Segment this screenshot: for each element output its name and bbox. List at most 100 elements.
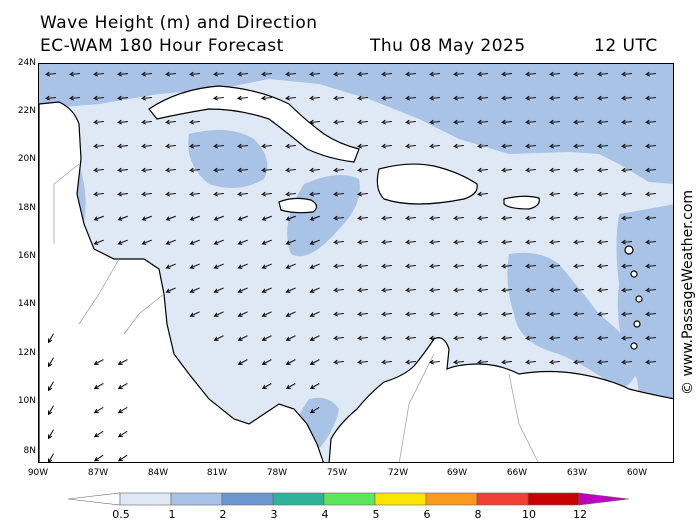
wave-direction-arrow [572,359,585,365]
wave-direction-arrow [644,119,657,125]
wave-direction-arrow [380,71,393,77]
wave-direction-arrow [572,215,585,221]
wave-direction-arrow [92,95,105,101]
wave-direction-arrow [309,263,320,269]
legend-swatch [272,492,325,506]
wave-direction-arrow [237,287,248,293]
wave-direction-arrow [189,311,200,317]
wave-direction-arrow [117,359,128,365]
wave-direction-arrow [428,215,441,221]
wave-direction-arrow [476,143,489,149]
wave-direction-arrow [285,239,296,245]
wave-direction-arrow [596,215,609,221]
wave-direction-arrow [47,381,54,392]
wave-direction-arrow [596,287,609,293]
wave-direction-arrow [332,335,345,341]
wave-direction-arrow [93,430,104,438]
wave-direction-arrow [620,359,633,365]
forecast-date: Thu 08 May 2025 [370,36,526,56]
wave-direction-arrow [236,191,249,197]
wave-direction-arrow [644,335,657,341]
wave-direction-arrow [452,239,465,245]
wave-direction-arrow [572,263,585,269]
wave-direction-arrow [524,359,537,365]
wave-direction-arrow [332,287,345,293]
wave-direction-arrow [284,95,297,101]
wave-direction-arrow [620,95,633,101]
wave-direction-arrow [44,95,57,101]
wave-direction-arrow [308,71,321,77]
wave-direction-arrow [236,71,249,77]
wave-direction-arrow [213,311,224,317]
lat-label: 10N [17,396,36,406]
legend-swatch [425,492,478,506]
wave-direction-arrow [404,287,417,293]
wave-direction-arrow [428,359,441,365]
wave-direction-arrow [309,311,320,317]
wave-direction-arrow [428,119,441,125]
wave-direction-arrow [380,287,393,293]
wave-direction-arrow [47,405,54,416]
wave-direction-arrow [404,335,417,341]
wave-direction-arrow [356,167,369,173]
wave-direction-arrow [476,311,489,317]
wave-direction-arrow [428,287,441,293]
lat-label: 20N [17,154,36,164]
wave-direction-arrow [452,215,465,221]
wave-direction-arrow [476,167,489,173]
wave-direction-arrow [309,287,320,293]
wave-direction-arrow [500,335,513,341]
wave-direction-arrow [548,167,561,173]
legend-label: 8 [474,508,482,521]
wave-direction-arrow [140,119,153,125]
wave-direction-arrow [404,359,417,365]
wave-direction-arrow [189,239,200,245]
lat-label: 12N [17,348,36,358]
wave-direction-arrow [452,263,465,269]
wave-direction-arrow [500,263,513,269]
legend-swatch [527,492,580,506]
lon-label: 84W [147,468,169,478]
wave-direction-arrow [165,239,176,245]
wave-direction-arrow [68,95,81,101]
wave-direction-arrow [261,359,272,365]
wave-direction-arrow [212,191,225,197]
wave-direction-arrow [572,239,585,245]
wave-direction-arrow [620,335,633,341]
wave-direction-arrow [572,71,585,77]
wave-direction-arrow [309,215,320,221]
wave-direction-arrow [285,335,296,341]
wave-direction-arrow [620,119,633,125]
wave-direction-arrow [140,167,153,173]
wave-direction-arrow [596,335,609,341]
wave-direction-arrow [44,71,57,77]
wave-direction-arrow [476,263,489,269]
hispaniola-land [376,163,478,205]
legend-label: 1 [168,508,176,521]
wave-direction-arrow [548,359,561,365]
wave-direction-arrow [212,143,225,149]
wave-direction-arrow [500,359,513,365]
legend-swatch [476,492,529,506]
wave-direction-arrow [141,239,152,245]
wave-direction-arrow [332,167,345,173]
wave-direction-arrow [47,333,54,344]
wave-direction-arrow [548,215,561,221]
wave-direction-arrow [620,191,633,197]
wave-direction-arrow [285,359,296,365]
wave-direction-arrow [237,215,248,221]
wave-direction-arrow [500,287,513,293]
wave-direction-arrow [524,263,537,269]
jamaica-land [278,197,318,214]
wave-direction-arrow [260,71,273,77]
wave-direction-arrow [236,167,249,173]
wave-direction-arrow [452,311,465,317]
wave-direction-arrow [68,71,81,77]
credit-watermark: © www.PassageWeather.com [680,190,696,395]
wave-direction-arrow [596,263,609,269]
wave-direction-arrow [356,71,369,77]
wave-direction-arrow [500,311,513,317]
cuba-land [148,85,360,163]
legend-label: 2 [219,508,227,521]
wave-direction-arrow [93,215,104,221]
